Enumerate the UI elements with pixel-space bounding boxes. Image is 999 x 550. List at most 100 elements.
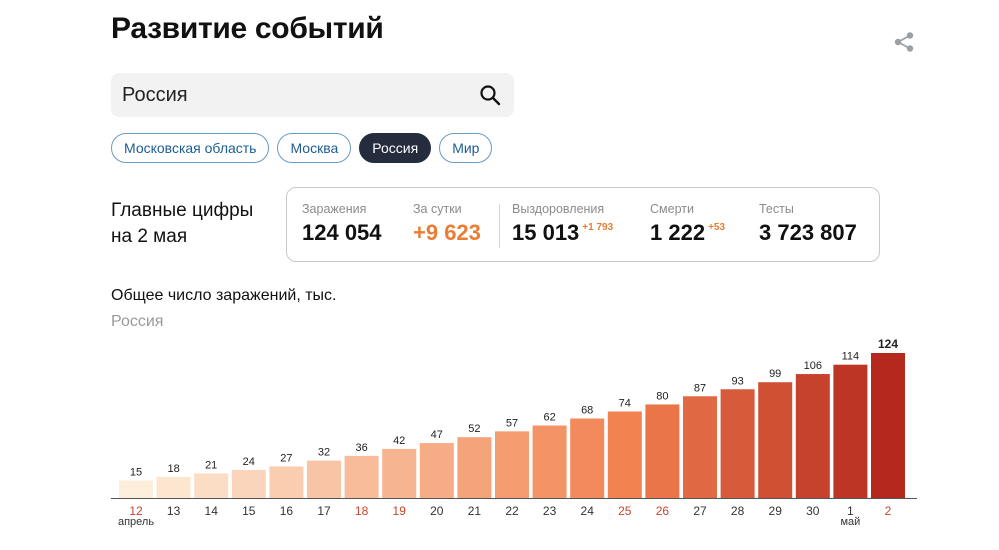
chart-title: Общее число заражений, тыс. — [111, 287, 337, 304]
summary-label-line1: Главные цифры — [111, 200, 254, 221]
chart-bar — [419, 443, 454, 498]
chart-bar — [457, 437, 492, 498]
chart-tick-label: 27 — [693, 504, 707, 518]
chart-tick-label: 15 — [242, 504, 256, 518]
stat-recovered: Выздоровления 15 013 +1 793 — [512, 202, 613, 246]
chart-bar — [495, 431, 529, 498]
stat-daily-label: За сутки — [413, 202, 462, 216]
chart-bar — [269, 466, 304, 498]
chart-month-label: май — [840, 516, 860, 528]
chart-tick-label: 1 — [847, 504, 854, 518]
stat-infections-value: 124 054 — [302, 220, 382, 245]
stat-daily: За сутки +9 623 — [413, 202, 481, 246]
chart-data-label: 106 — [804, 360, 822, 372]
chart-tick-label: 16 — [280, 504, 294, 518]
chart-data-label: 114 — [842, 351, 860, 363]
chart-data-label: 21 — [205, 459, 217, 471]
stats-divider — [499, 204, 500, 248]
stat-deaths-value: 1 222 — [650, 220, 706, 245]
stat-tests-label: Тесты — [759, 202, 794, 216]
chart-bar — [194, 473, 229, 498]
chart-data-label: 36 — [355, 442, 367, 454]
chart-tick-label: 14 — [205, 504, 219, 518]
chart-bar — [720, 389, 755, 498]
chart-tick-label: 12 — [129, 504, 143, 518]
chart-data-label: 15 — [130, 466, 142, 478]
chart-subtitle: Россия — [111, 313, 164, 330]
chart-data-label: 62 — [543, 412, 555, 424]
chart-data-label: 124 — [878, 337, 898, 351]
stat-daily-value: +9 623 — [413, 220, 481, 245]
chart-tick-label: 28 — [731, 504, 745, 518]
chart-bar — [683, 396, 717, 498]
stat-infections: Заражения 124 054 — [302, 202, 382, 246]
chart-bar — [758, 382, 793, 498]
chart-bar — [156, 476, 191, 498]
stat-infections-label: Заражения — [302, 202, 367, 216]
chip-russia[interactable]: Россия — [359, 133, 432, 163]
chart-data-label: 99 — [769, 368, 781, 380]
stat-deaths-label: Смерти — [650, 202, 694, 216]
chart-data-label: 24 — [243, 456, 255, 468]
summary-label: Главные цифры на 2 мая — [111, 198, 253, 250]
search-input[interactable] — [122, 73, 472, 117]
stat-tests: Тесты 3 723 807 — [759, 202, 857, 246]
search-icon[interactable] — [479, 84, 501, 106]
chart-tick-label: 17 — [317, 504, 331, 518]
chart-month-label: апрель — [118, 516, 154, 528]
summary-label-line2: на 2 мая — [111, 226, 188, 247]
chart-data-label: 68 — [581, 404, 593, 416]
stat-deaths: Смерти 1 222 +53 — [650, 202, 725, 246]
chart-bar — [795, 374, 830, 498]
chart-data-label: 18 — [167, 463, 179, 475]
chart-data-label: 87 — [694, 382, 706, 394]
chart-data-label: 27 — [280, 452, 292, 464]
chart-tick-label: 25 — [618, 504, 632, 518]
bar-chart: 1512181321142415271632173618421947205221… — [111, 337, 917, 528]
chart-bar — [307, 460, 341, 498]
search-box — [111, 73, 514, 117]
chip-moscow[interactable]: Москва — [277, 133, 352, 163]
stat-recovered-delta: +1 793 — [582, 222, 614, 233]
chart-bar — [570, 418, 605, 498]
chart-tick-label: 24 — [581, 504, 595, 518]
chart-bar — [532, 425, 567, 498]
chart-bar — [382, 448, 417, 498]
chart-tick-label: 21 — [468, 504, 482, 518]
chart-bar — [119, 480, 153, 498]
chart-data-label: 52 — [468, 423, 480, 435]
chart-data-label: 32 — [318, 447, 330, 459]
chip-moscow-region[interactable]: Московская область — [111, 133, 270, 163]
chart-tick-label: 23 — [543, 504, 557, 518]
chart-bar — [344, 455, 379, 498]
chart-tick-label: 13 — [167, 504, 181, 518]
chart-data-label: 57 — [506, 417, 518, 429]
page-title: Развитие событий — [111, 12, 384, 45]
chip-world[interactable]: Мир — [439, 133, 493, 163]
chart-tick-label: 18 — [355, 504, 369, 518]
chart-tick-label: 26 — [656, 504, 670, 518]
share-icon[interactable] — [893, 31, 915, 53]
chart-tick-label: 22 — [505, 504, 519, 518]
chart-tick-label: 30 — [806, 504, 820, 518]
chart-bar — [231, 469, 266, 498]
stat-tests-value: 3 723 807 — [759, 220, 857, 245]
chart-data-label: 93 — [731, 375, 743, 387]
chart-tick-label: 19 — [393, 504, 407, 518]
stats-panel: Заражения 124 054 За сутки +9 623 Выздор… — [286, 187, 880, 262]
region-chips: Московская область Москва Россия Мир — [111, 133, 493, 163]
chart-data-label: 42 — [393, 435, 405, 447]
chart-bar — [607, 411, 642, 498]
stat-recovered-value: 15 013 — [512, 220, 580, 245]
stat-deaths-delta: +53 — [708, 222, 726, 233]
chart-tick-label: 29 — [769, 504, 783, 518]
chart-bar — [871, 353, 905, 498]
chart-data-label: 74 — [619, 397, 631, 409]
chart-tick-label: 2 — [885, 504, 892, 518]
chart-data-label: 47 — [431, 429, 443, 441]
chart-tick-label: 20 — [430, 504, 444, 518]
chart-bar — [645, 404, 680, 498]
chart-bar — [833, 364, 868, 498]
stat-recovered-label: Выздоровления — [512, 202, 605, 216]
chart-data-label: 80 — [656, 390, 668, 402]
